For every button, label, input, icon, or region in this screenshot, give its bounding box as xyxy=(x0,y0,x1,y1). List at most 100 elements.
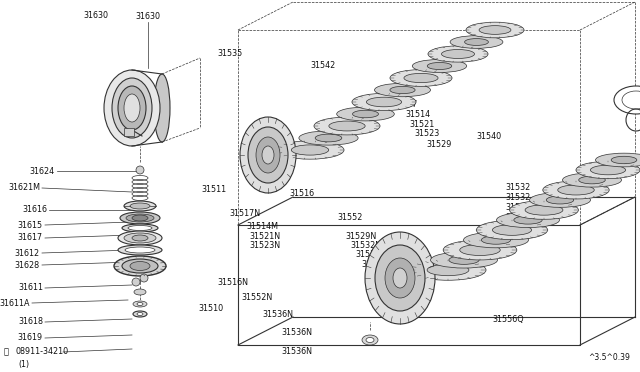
Ellipse shape xyxy=(124,94,140,122)
Ellipse shape xyxy=(460,244,500,256)
Text: 31536N: 31536N xyxy=(282,347,312,356)
Ellipse shape xyxy=(104,70,160,146)
Text: 31538: 31538 xyxy=(506,232,531,241)
Text: 31532: 31532 xyxy=(506,193,531,202)
Ellipse shape xyxy=(450,36,503,48)
Text: 31536: 31536 xyxy=(396,279,420,288)
Ellipse shape xyxy=(154,74,170,142)
Text: 31628: 31628 xyxy=(15,260,40,269)
Ellipse shape xyxy=(375,245,425,311)
Ellipse shape xyxy=(463,232,529,248)
Text: 31517N: 31517N xyxy=(229,209,260,218)
Text: 31536N: 31536N xyxy=(282,328,312,337)
Ellipse shape xyxy=(120,212,160,224)
Text: 08911-34210: 08911-34210 xyxy=(15,347,68,356)
Text: 31536: 31536 xyxy=(392,267,417,276)
Ellipse shape xyxy=(547,196,573,204)
Text: 31532N: 31532N xyxy=(361,260,392,269)
Ellipse shape xyxy=(137,302,143,305)
Text: 31532N: 31532N xyxy=(350,241,381,250)
Ellipse shape xyxy=(466,22,524,38)
Ellipse shape xyxy=(614,86,640,114)
Text: 31514M: 31514M xyxy=(246,222,278,231)
Text: Ⓝ: Ⓝ xyxy=(4,347,9,356)
Ellipse shape xyxy=(137,312,143,315)
Ellipse shape xyxy=(352,93,416,110)
Text: 31523N: 31523N xyxy=(250,241,281,250)
Ellipse shape xyxy=(256,137,280,173)
Ellipse shape xyxy=(315,134,342,142)
Text: 31510: 31510 xyxy=(198,304,223,313)
Ellipse shape xyxy=(476,220,548,240)
Ellipse shape xyxy=(262,146,274,164)
Text: 31532: 31532 xyxy=(506,183,531,192)
Ellipse shape xyxy=(124,201,156,211)
Text: 31511: 31511 xyxy=(201,185,226,194)
Ellipse shape xyxy=(385,258,415,298)
Ellipse shape xyxy=(130,203,150,209)
Text: 31619: 31619 xyxy=(18,334,43,343)
Ellipse shape xyxy=(276,141,344,159)
Text: 31517: 31517 xyxy=(392,100,417,109)
Text: 31516: 31516 xyxy=(290,189,315,198)
Ellipse shape xyxy=(337,107,394,121)
Text: 31556Q: 31556Q xyxy=(493,315,524,324)
Ellipse shape xyxy=(622,91,640,109)
Ellipse shape xyxy=(479,26,511,34)
Text: 31611: 31611 xyxy=(18,283,43,292)
Text: 31552: 31552 xyxy=(338,213,364,222)
Ellipse shape xyxy=(124,233,156,243)
Text: 31516N: 31516N xyxy=(218,278,248,287)
Text: 31523: 31523 xyxy=(415,129,440,138)
Ellipse shape xyxy=(509,201,579,219)
Ellipse shape xyxy=(443,240,517,260)
Ellipse shape xyxy=(442,49,474,58)
Text: 31521: 31521 xyxy=(410,120,435,129)
Ellipse shape xyxy=(291,145,329,155)
Ellipse shape xyxy=(611,156,637,164)
Text: 31514: 31514 xyxy=(405,110,430,119)
Text: 31532: 31532 xyxy=(506,203,531,212)
Ellipse shape xyxy=(514,216,542,224)
Ellipse shape xyxy=(133,311,147,317)
Ellipse shape xyxy=(132,215,148,221)
Ellipse shape xyxy=(125,247,155,253)
Ellipse shape xyxy=(481,236,511,244)
Text: 31616: 31616 xyxy=(22,205,47,215)
Text: 31538BN: 31538BN xyxy=(365,278,401,287)
Ellipse shape xyxy=(118,245,162,255)
Ellipse shape xyxy=(449,256,479,264)
Ellipse shape xyxy=(393,268,407,288)
Text: 31521N: 31521N xyxy=(250,232,281,241)
Ellipse shape xyxy=(132,278,140,286)
Ellipse shape xyxy=(314,117,380,135)
Ellipse shape xyxy=(595,153,640,167)
Ellipse shape xyxy=(431,252,497,268)
Ellipse shape xyxy=(525,205,563,215)
Text: 31536: 31536 xyxy=(400,291,425,300)
Ellipse shape xyxy=(362,335,378,345)
Text: 31612: 31612 xyxy=(15,248,40,257)
Ellipse shape xyxy=(128,225,152,231)
Text: 31532N: 31532N xyxy=(355,250,387,259)
Ellipse shape xyxy=(112,78,152,138)
Ellipse shape xyxy=(140,274,148,282)
Text: (1): (1) xyxy=(18,359,29,369)
Ellipse shape xyxy=(133,301,147,307)
Text: 31621M: 31621M xyxy=(8,183,40,192)
Ellipse shape xyxy=(579,176,605,184)
Ellipse shape xyxy=(428,46,488,62)
Ellipse shape xyxy=(410,260,486,280)
Text: ^3.5^0.39: ^3.5^0.39 xyxy=(588,353,630,362)
Text: 31630: 31630 xyxy=(136,12,161,21)
Ellipse shape xyxy=(365,232,435,324)
Ellipse shape xyxy=(366,97,402,107)
Ellipse shape xyxy=(132,235,148,241)
Ellipse shape xyxy=(366,337,374,343)
Text: 31618: 31618 xyxy=(18,317,43,327)
Ellipse shape xyxy=(329,121,365,131)
Text: 31537: 31537 xyxy=(366,269,391,278)
Text: 31529N: 31529N xyxy=(345,232,376,241)
Text: 31535: 31535 xyxy=(218,49,243,58)
Ellipse shape xyxy=(299,131,358,145)
